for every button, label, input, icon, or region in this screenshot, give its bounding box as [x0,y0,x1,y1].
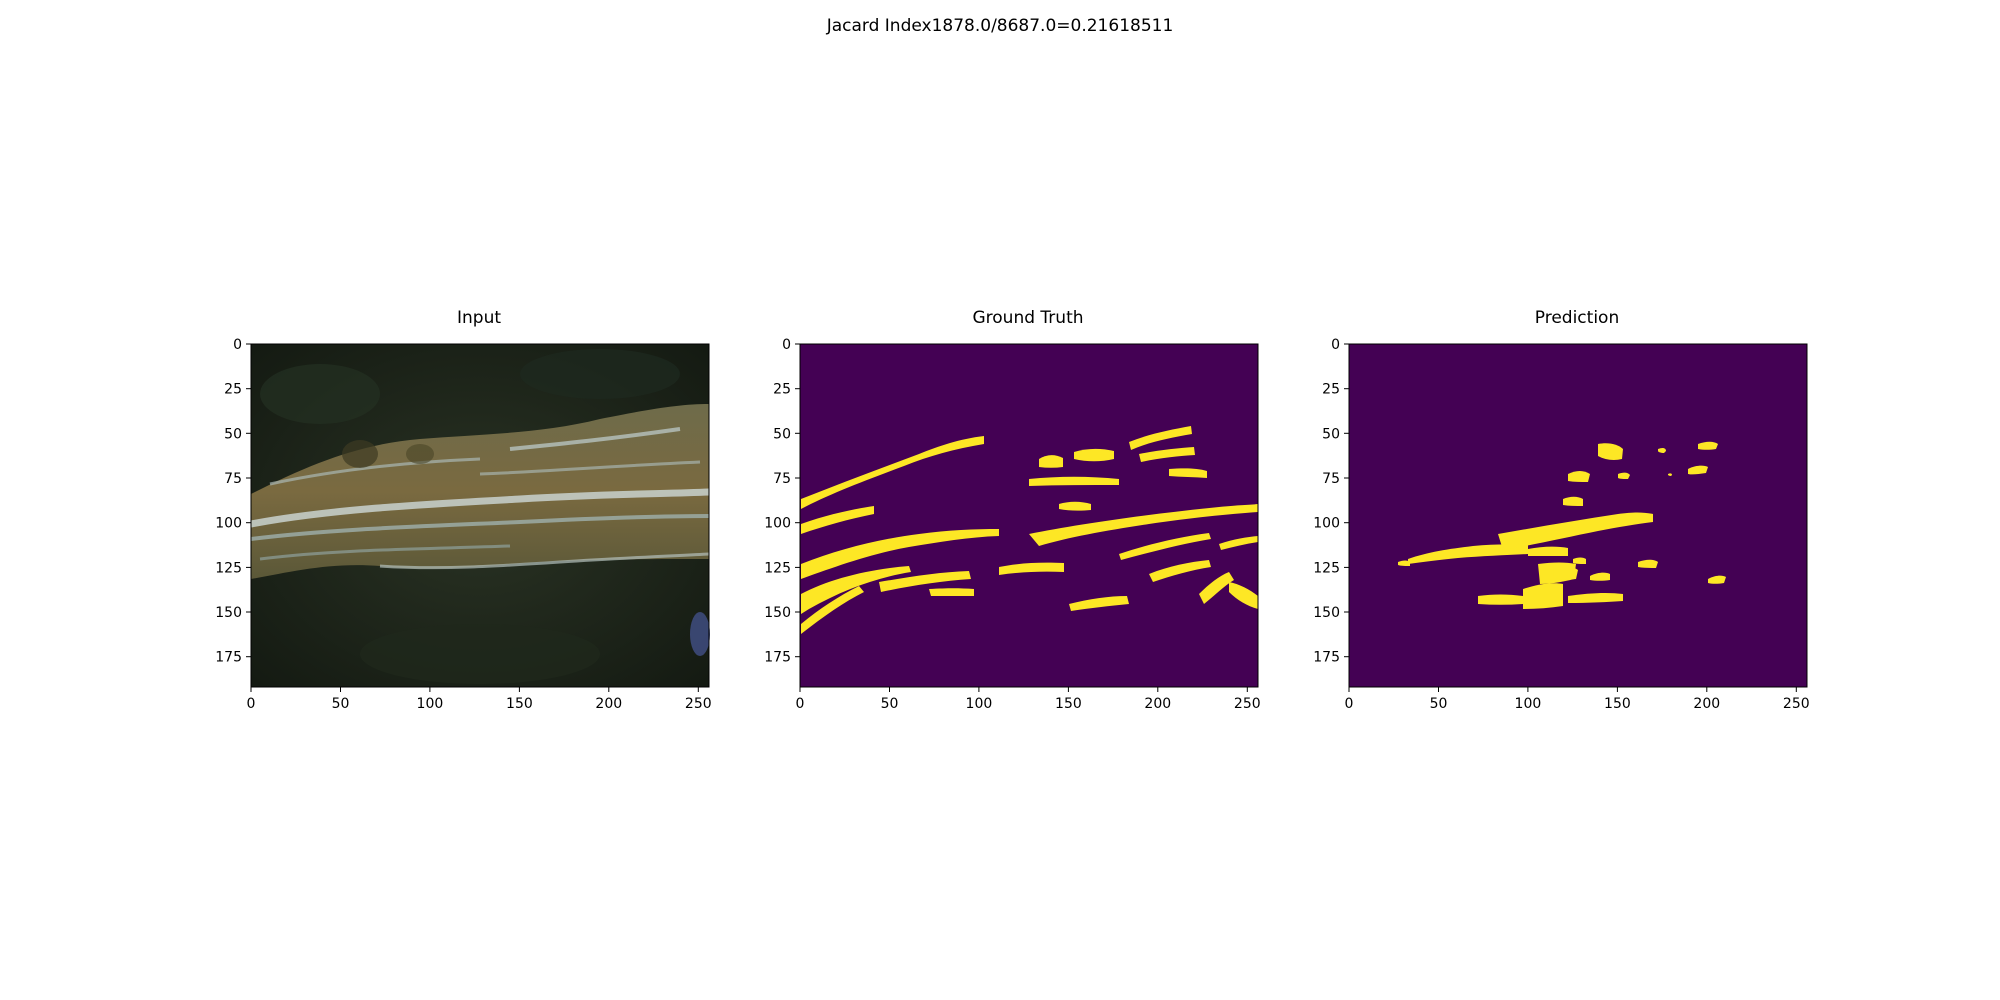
prediction-panel-title: Prediction [1534,308,1620,328]
ground-truth-x-tick-label: 50 [881,696,899,712]
ground-truth-x-tick-label: 100 [966,696,993,712]
input-x-tick-label: 50 [332,696,350,712]
ground-truth-y-tick-label: 150 [764,605,791,621]
ground-truth-x-tick-label: 200 [1144,696,1171,712]
ground-truth-y-tick-label: 25 [773,382,791,398]
input-x-ticks: 0 50 100 150 200 250 [247,687,712,712]
input-axes-frame [250,343,710,688]
prediction-x-tick-label: 200 [1693,696,1720,712]
ground-truth-y-tick-label: 50 [773,426,791,442]
ground-truth-y-tick-label: 100 [764,516,791,532]
input-x-tick-label: 100 [417,696,444,712]
ground-truth-x-ticks: 0 50 100 150 200 250 [796,687,1261,712]
input-y-tick-label: 75 [224,471,242,487]
input-x-tick-label: 200 [595,696,622,712]
prediction-axes-frame [1348,343,1808,688]
input-panel-title: Input [456,308,502,328]
input-y-ticks: 0 25 50 75 100 125 150 175 [215,337,251,666]
prediction-x-tick-label: 150 [1604,696,1631,712]
ground-truth-panel-title: Ground Truth [972,308,1084,328]
ground-truth-x-tick-label: 150 [1055,696,1082,712]
prediction-y-tick-label: 25 [1322,382,1340,398]
ground-truth-y-ticks: 0 25 50 75 100 125 150 175 [764,337,800,666]
prediction-axes: 0 25 50 75 100 125 150 175 0 50 [1313,337,1810,712]
prediction-x-tick-label: 50 [1430,696,1448,712]
prediction-y-tick-label: 175 [1313,650,1340,666]
ground-truth-axes: 0 25 50 75 100 125 150 175 0 50 [764,337,1261,712]
ground-truth-y-tick-label: 75 [773,471,791,487]
ground-truth-y-tick-label: 0 [782,337,791,353]
prediction-y-tick-label: 75 [1322,471,1340,487]
ground-truth-y-tick-label: 175 [764,650,791,666]
input-y-tick-label: 150 [215,605,242,621]
prediction-y-tick-label: 150 [1313,605,1340,621]
prediction-y-tick-label: 100 [1313,516,1340,532]
prediction-y-tick-label: 125 [1313,560,1340,576]
prediction-x-ticks: 0 50 100 150 200 250 [1345,687,1810,712]
input-y-tick-label: 175 [215,650,242,666]
input-panel: Input [180,308,725,720]
ground-truth-axes-frame [799,343,1259,688]
input-y-tick-label: 25 [224,382,242,398]
prediction-y-ticks: 0 25 50 75 100 125 150 175 [1313,337,1349,666]
ground-truth-panel: Ground Truth [729,308,1274,720]
input-x-tick-label: 0 [247,696,256,712]
input-y-tick-label: 50 [224,426,242,442]
input-image [250,344,710,687]
ground-truth-y-tick-label: 125 [764,560,791,576]
ground-truth-x-tick-label: 250 [1234,696,1261,712]
input-x-tick-label: 250 [685,696,712,712]
figure-suptitle: Jacard Index1878.0/8687.0=0.21618511 [826,16,1174,36]
prediction-x-tick-label: 100 [1515,696,1542,712]
input-y-tick-label: 100 [215,516,242,532]
input-y-tick-label: 0 [233,337,242,353]
input-y-tick-label: 125 [215,560,242,576]
prediction-x-tick-label: 250 [1783,696,1810,712]
input-axes: 0 25 50 75 100 125 150 175 0 50 [215,337,712,712]
prediction-y-tick-label: 0 [1331,337,1340,353]
prediction-x-tick-label: 0 [1345,696,1354,712]
input-x-tick-label: 150 [506,696,533,712]
ground-truth-x-tick-label: 0 [796,696,805,712]
prediction-mask [1349,344,1807,687]
prediction-y-tick-label: 50 [1322,426,1340,442]
ground-truth-mask [800,344,1258,687]
prediction-panel: Prediction [1278,308,1823,720]
